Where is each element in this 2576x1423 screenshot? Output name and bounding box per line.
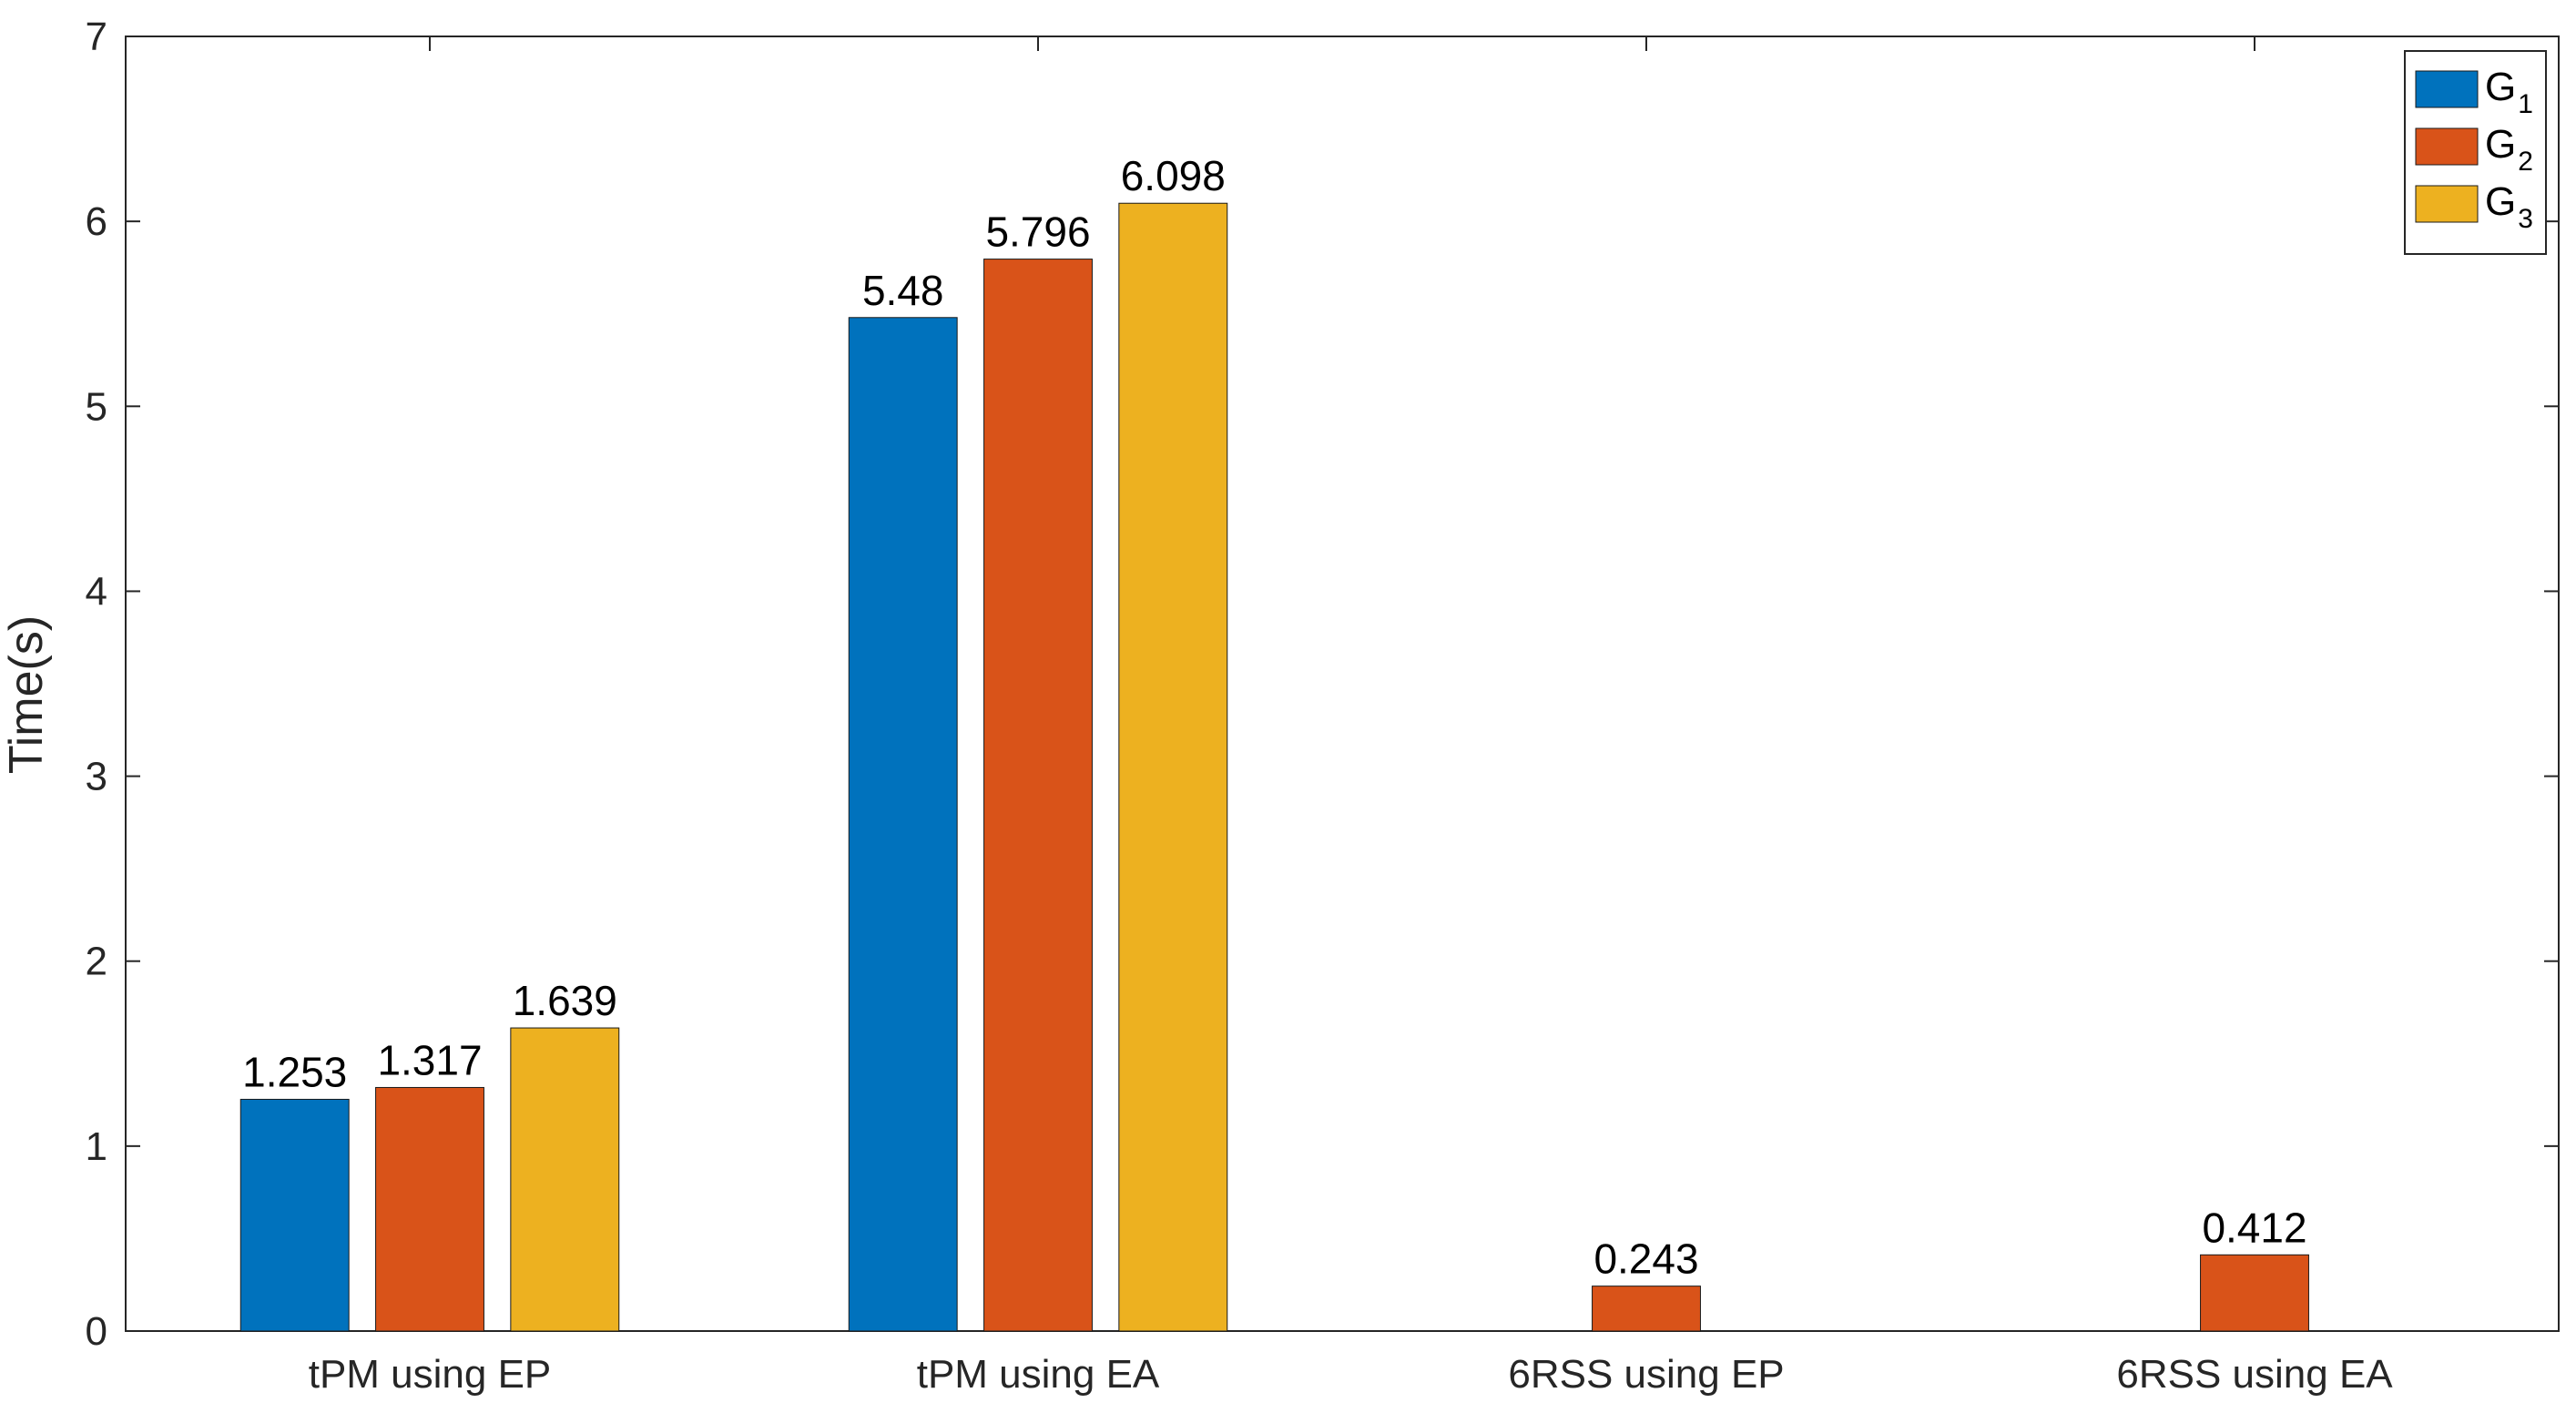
legend-label-main: G [2485,65,2516,109]
bar-value-label: 1.317 [377,1036,482,1083]
bar [848,317,958,1332]
legend-label-subscript: 1 [2518,89,2533,119]
x-tick-label: 6RSS using EA [2116,1352,2393,1397]
y-axis-ticks: 0 1 2 3 4 5 6 7 [86,15,2559,1354]
legend-swatch [2415,185,2479,223]
y-tick-label: 3 [86,755,107,799]
legend-label-main: G [2485,122,2516,167]
legend-swatch [2415,70,2479,108]
y-tick-label: 1 [86,1124,107,1169]
bar [983,259,1093,1332]
legend-swatch [2415,127,2479,166]
bar [1592,1286,1701,1332]
x-tick-label: tPM using EP [309,1352,552,1397]
bar-data-labels: 1.253 1.317 1.639 5.48 5.796 6.098 0.243 0.412 [242,152,2306,1282]
bars [239,202,2309,1332]
bar-value-label: 5.48 [862,267,944,314]
legend-label: G1 [2485,65,2533,119]
bar-value-label: 0.412 [2202,1204,2306,1251]
bar-value-label: 1.639 [513,977,617,1024]
x-axis-ticks: tPM using EP tPM using EA 6RSS using EP 6RS… [309,36,2393,1397]
bar [239,1098,350,1332]
plot-frame [125,36,2560,1332]
y-tick-label: 4 [86,569,107,614]
bar-value-label: 0.243 [1593,1235,1698,1283]
bar-value-label: 5.796 [985,208,1090,256]
legend-label: G3 [2485,179,2533,234]
legend-label-subscript: 3 [2518,204,2533,234]
legend-label-subscript: 2 [2518,147,2533,177]
legend-label: G2 [2485,122,2533,177]
y-tick-label: 0 [86,1309,107,1354]
y-tick-label: 7 [86,15,107,59]
y-tick-label: 5 [86,384,107,429]
bar-value-label: 1.253 [242,1048,347,1095]
x-tick-label: 6RSS using EP [1508,1352,1784,1397]
bar [510,1027,620,1332]
legend-label-main: G [2485,179,2516,224]
x-tick-label: tPM using EA [917,1352,1160,1397]
bar [375,1086,484,1332]
y-tick-label: 2 [86,940,107,984]
axes-box [125,36,2560,1332]
bar-value-label: 6.098 [1121,152,1226,199]
y-tick-label: 6 [86,199,107,244]
bar [1118,202,1228,1332]
bar [2200,1254,2309,1332]
y-axis-title: Time(s) [0,615,53,774]
